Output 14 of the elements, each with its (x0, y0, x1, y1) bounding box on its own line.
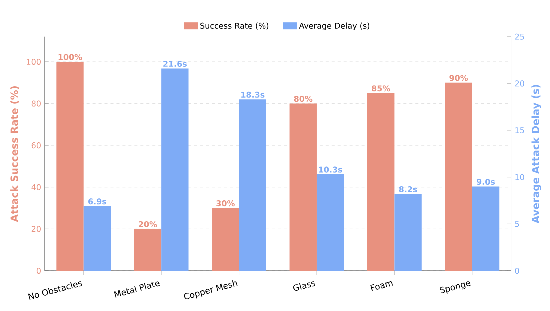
bar (56, 62, 84, 271)
bar (134, 229, 162, 271)
bar (239, 100, 266, 271)
bar (84, 206, 112, 271)
x-tick-label: Glass (294, 282, 316, 292)
bar (162, 68, 189, 271)
bar (367, 93, 395, 271)
x-tick-label: Sponge (440, 282, 471, 294)
y2-axis-title: Average Attack Delay (s) (532, 85, 542, 224)
x-tick-label: Foam (370, 281, 394, 292)
y-axis-title: Attack Success Rate (%) (10, 86, 20, 222)
x-tick-label: Metal Plate (114, 282, 160, 298)
x-tick-label: Copper Mesh (184, 280, 238, 300)
bar (445, 82, 472, 271)
